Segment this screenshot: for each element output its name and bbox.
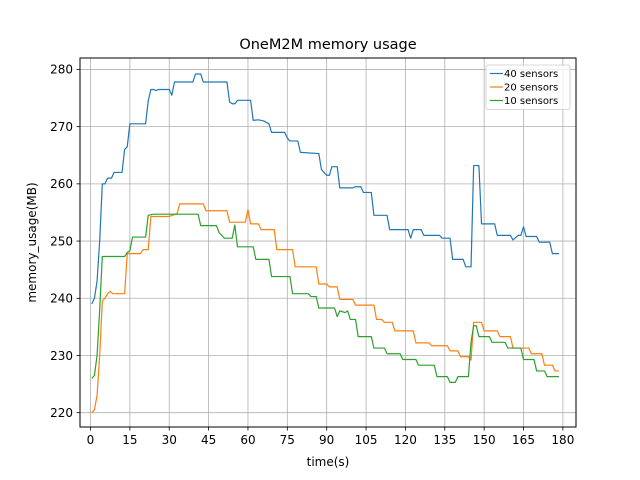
series-layer — [91, 73, 559, 414]
grid — [80, 58, 576, 427]
series-line — [91, 73, 559, 305]
x-tick-label: 180 — [551, 433, 574, 447]
x-tick-label: 0 — [87, 433, 95, 447]
y-tick-label: 260 — [50, 177, 73, 191]
x-tick-label: 90 — [319, 433, 334, 447]
series-line — [91, 213, 559, 383]
x-tick-label: 165 — [512, 433, 535, 447]
x-tick-label: 150 — [473, 433, 496, 447]
series-line — [91, 203, 559, 414]
y-axis-title: memory_usage(MB) — [25, 182, 39, 302]
legend-label: 10 sensors — [504, 96, 558, 107]
x-tick-label: 75 — [280, 433, 295, 447]
x-tick-label: 105 — [355, 433, 378, 447]
y-tick-label: 250 — [50, 234, 73, 248]
legend-label: 20 sensors — [504, 83, 558, 94]
x-axis-title: time(s) — [307, 455, 350, 469]
y-tick-label: 280 — [50, 63, 73, 77]
chart-title: OneM2M memory usage — [239, 37, 416, 53]
legend: 40 sensors 20 sensors 10 sensors — [485, 64, 571, 110]
x-tick-label: 30 — [162, 433, 177, 447]
x-tick-label: 45 — [201, 433, 216, 447]
y-tick-label: 230 — [50, 349, 73, 363]
y-tick-label: 220 — [50, 406, 73, 420]
ticks: 0 15 30 45 60 75 90 105 120 135 150 165 180 220 230 240… — [50, 63, 574, 447]
legend-frame — [485, 64, 571, 110]
x-tick-label: 120 — [394, 433, 417, 447]
legend-label: 40 sensors — [504, 69, 558, 80]
y-tick-label: 270 — [50, 120, 73, 134]
x-tick-label: 135 — [433, 433, 456, 447]
x-tick-label: 60 — [240, 433, 255, 447]
y-tick-label: 240 — [50, 292, 73, 306]
x-tick-label: 15 — [122, 433, 137, 447]
axes-frame — [79, 57, 577, 428]
